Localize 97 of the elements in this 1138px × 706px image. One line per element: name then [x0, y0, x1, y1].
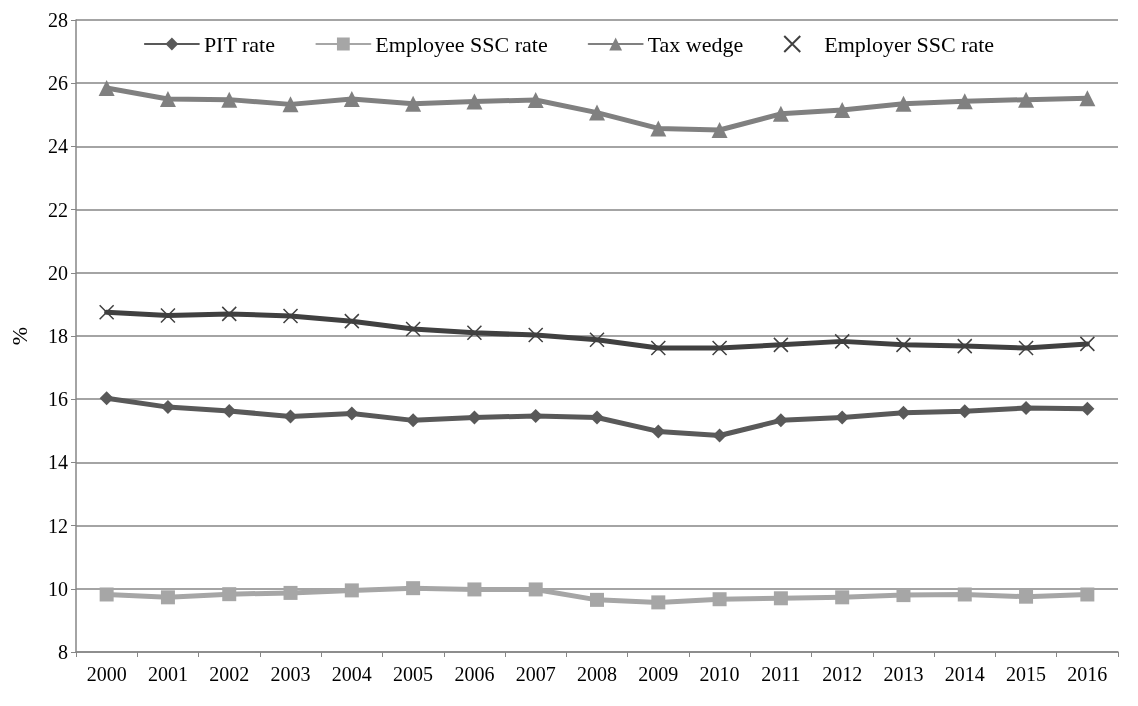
point: [1079, 336, 1096, 352]
point: [589, 104, 605, 121]
point: [957, 587, 972, 602]
x-tick-label: 2007: [515, 663, 556, 685]
point: [835, 410, 850, 425]
x-tick-label: 2015: [1006, 663, 1047, 685]
y-tick-label: 20: [48, 261, 68, 284]
y-tick-label: 18: [48, 325, 68, 347]
x-tick-label: 2003: [270, 663, 311, 685]
x-tick-label: 2013: [883, 663, 924, 685]
point: [527, 327, 544, 343]
y-tick-label: 12: [48, 514, 68, 537]
point: [466, 93, 483, 110]
point: [466, 325, 483, 341]
point: [834, 333, 850, 350]
point: [528, 408, 543, 423]
point: [712, 428, 727, 443]
x-tick-label: 2001: [147, 663, 188, 685]
point: [344, 406, 359, 421]
point: [1019, 589, 1034, 604]
point: [651, 424, 666, 439]
legend-label: Employee SSC rate: [375, 31, 548, 57]
y-axis-title: %: [6, 326, 32, 346]
point: [650, 120, 667, 137]
point: [467, 582, 482, 597]
point: [283, 409, 298, 424]
x-tick-label: 2000: [86, 663, 127, 685]
point: [956, 93, 973, 110]
x-tick-label: 2012: [822, 663, 863, 685]
point: [344, 583, 359, 598]
x-tick-label: 2008: [577, 663, 617, 685]
point: [222, 587, 237, 602]
point: [405, 95, 422, 112]
point: [773, 337, 789, 353]
point: [650, 340, 667, 356]
x-tick-label: 2010: [699, 663, 740, 685]
y-tick-label: 22: [48, 198, 68, 221]
point: [1080, 401, 1095, 416]
point: [895, 95, 912, 112]
y-tick-label: 28: [48, 9, 68, 31]
point: [343, 91, 360, 107]
point: [406, 413, 421, 428]
point: [711, 121, 728, 138]
point: [282, 96, 299, 113]
x-tick-label: 2014: [944, 663, 985, 685]
point: [1080, 587, 1095, 602]
point: [99, 391, 114, 406]
point: [283, 585, 298, 600]
x-tick-label: 2004: [331, 663, 372, 685]
point: [98, 304, 115, 321]
point: [834, 102, 851, 119]
point: [835, 590, 850, 605]
point: [221, 91, 238, 108]
point: [160, 590, 175, 605]
x-tick-label: 2009: [638, 663, 679, 685]
point: [773, 413, 788, 428]
point: [159, 91, 176, 107]
point: [98, 79, 115, 96]
point: [589, 332, 605, 348]
y-tick-label: 14: [48, 451, 68, 474]
point: [711, 340, 728, 356]
point: [1018, 340, 1034, 356]
point: [772, 105, 789, 122]
point: [344, 313, 360, 329]
point: [590, 592, 604, 607]
point: [406, 581, 421, 596]
point: [957, 338, 973, 354]
point: [160, 400, 175, 415]
y-tick-label: 26: [48, 72, 68, 95]
point: [405, 321, 421, 337]
x-tick-label: 2011: [761, 663, 801, 685]
x-tick-label: 2016: [1067, 663, 1108, 685]
y-tick-label: 10: [48, 577, 68, 600]
point: [160, 307, 176, 324]
point: [895, 337, 912, 353]
x-tick-label: 2006: [454, 663, 495, 685]
point: [712, 592, 727, 607]
point: [896, 588, 911, 603]
point: [467, 410, 482, 425]
y-tick-label: 8: [58, 641, 68, 663]
point: [1079, 90, 1096, 107]
point: [221, 306, 237, 322]
x-tick-label: 2002: [209, 663, 250, 685]
point: [651, 595, 666, 610]
legend-label: Tax wedge: [647, 31, 744, 57]
point: [1018, 91, 1035, 108]
legend-label: Employer SSC rate: [824, 31, 995, 57]
point: [99, 587, 114, 602]
y-tick-label: 24: [48, 135, 68, 158]
legend-label: PIT rate: [203, 31, 275, 57]
point: [527, 91, 544, 108]
point: [773, 591, 788, 606]
point: [528, 582, 543, 597]
y-tick-label: 16: [48, 388, 68, 411]
x-tick-label: 2005: [393, 663, 434, 685]
point: [282, 308, 299, 324]
point: [590, 410, 604, 425]
